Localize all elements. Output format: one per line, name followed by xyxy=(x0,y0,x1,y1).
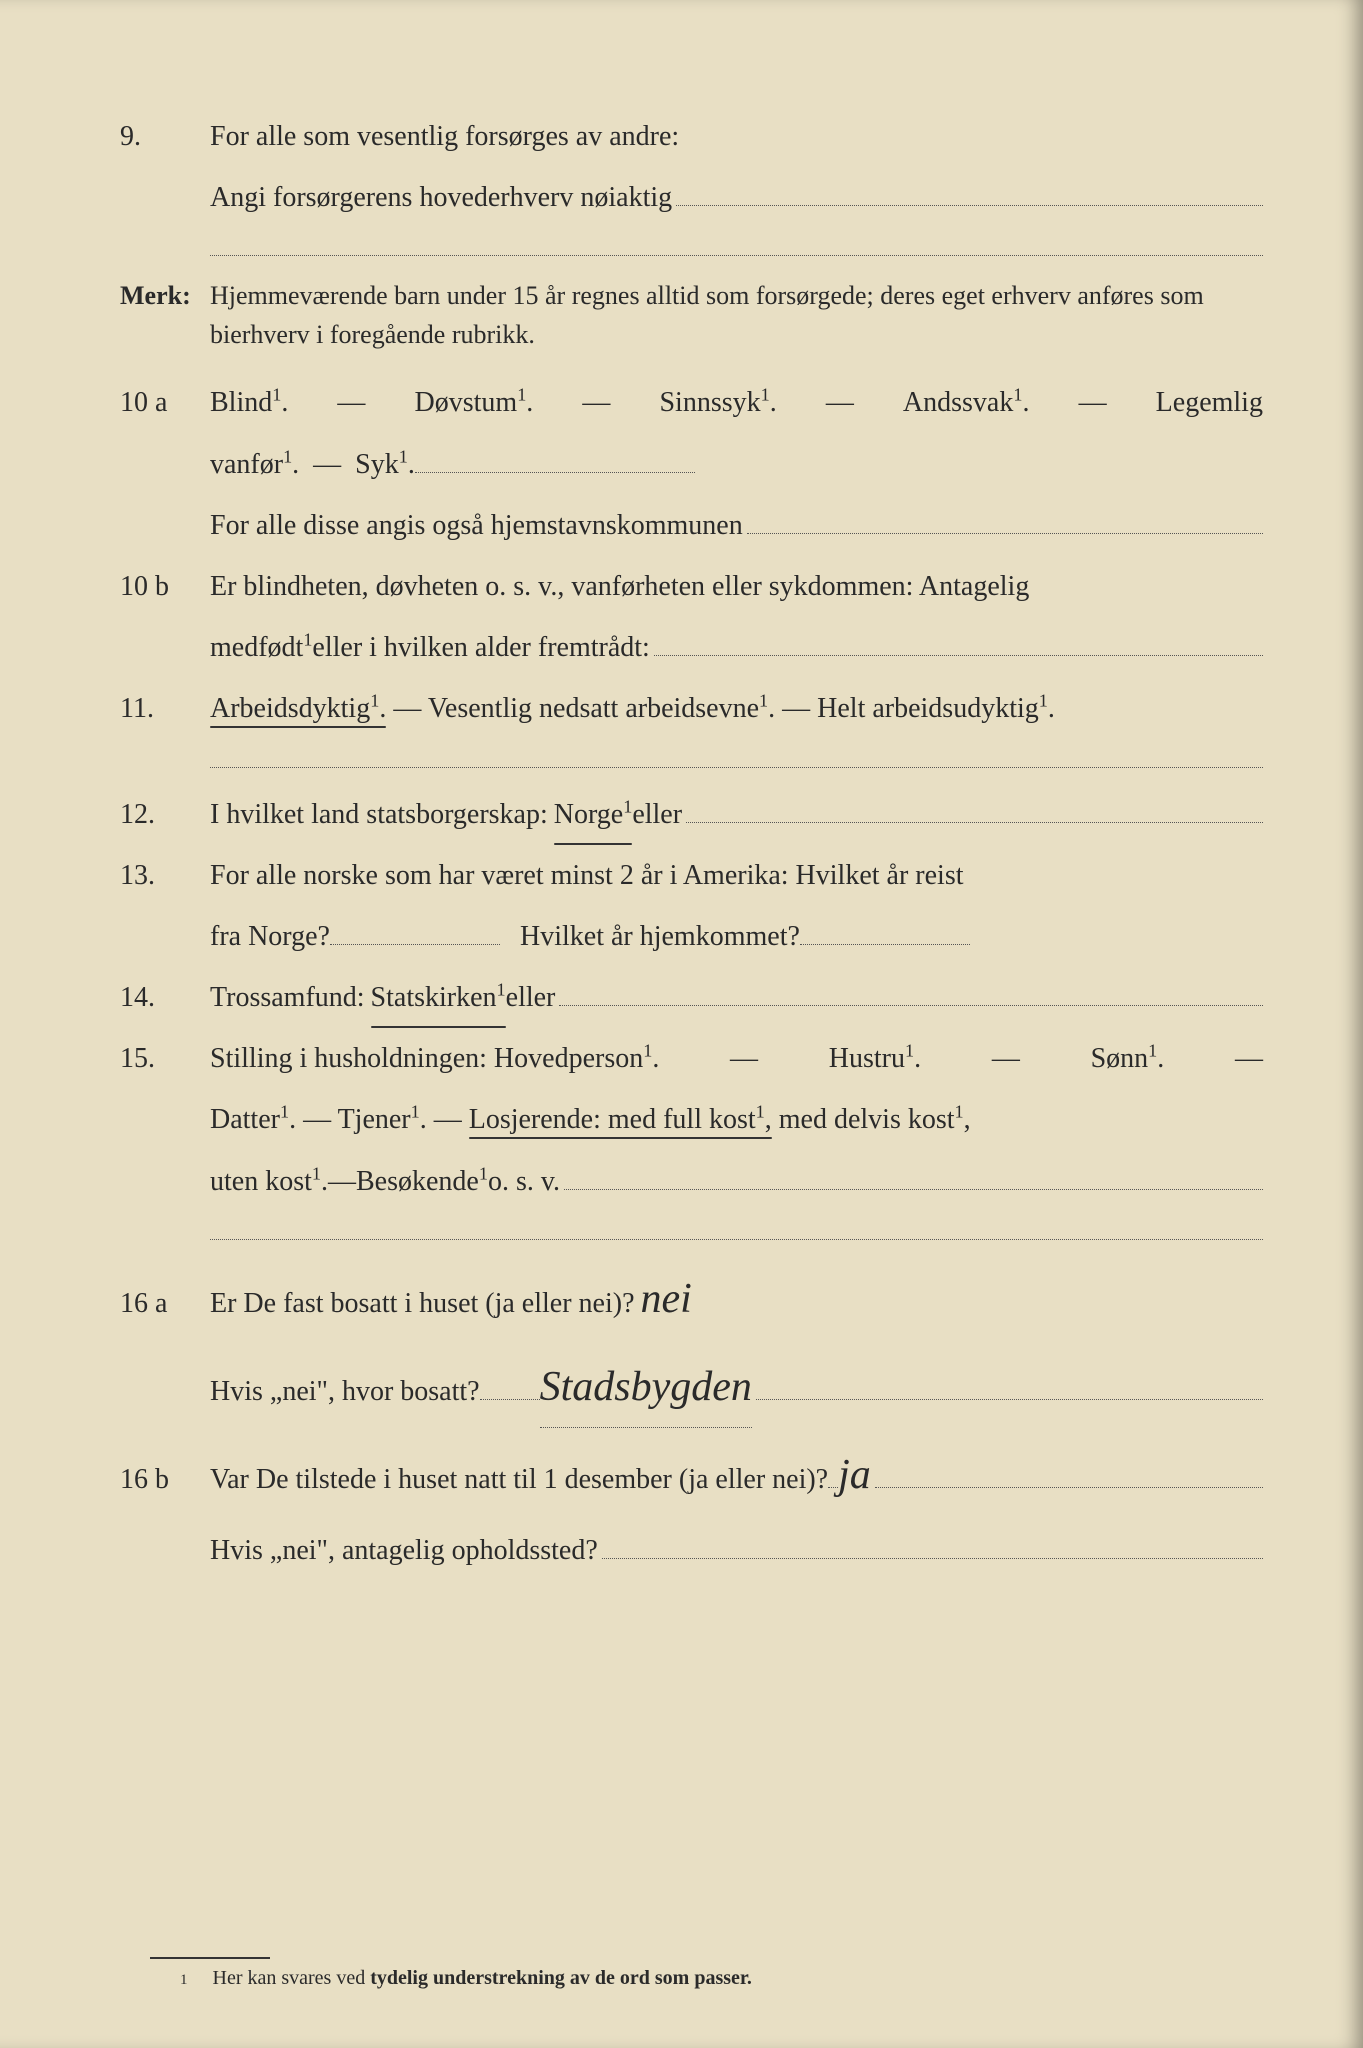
question-16a: 16 a Er De fast bosatt i huset (ja eller… xyxy=(120,1260,1263,1340)
question-15: 15. Stilling i husholdningen: Hovedperso… xyxy=(120,1032,1263,1085)
question-10b-line2: medfødt1 eller i hvilken alder fremtrådt… xyxy=(120,621,1263,674)
opt-syk: Syk1. xyxy=(355,438,415,491)
opt-sinnssyk: Sinnssyk1. xyxy=(659,376,776,429)
fill-line[interactable] xyxy=(564,1158,1263,1190)
footnote: 1 Her kan svares ved tydelig understrekn… xyxy=(180,1967,1263,1990)
fill-line[interactable] xyxy=(602,1527,1263,1559)
answer-16a-2: Stadsbygden xyxy=(540,1348,752,1429)
merk-text: Hjemmeværende barn under 15 år regnes al… xyxy=(210,276,1263,354)
opt-arbeidsdyktig-underlined: Arbeidsdyktig1. xyxy=(210,693,386,724)
opt-udyktig: Helt arbeidsudyktig1. xyxy=(817,693,1055,724)
question-number: 10 a xyxy=(120,376,210,429)
question-16b-line2: Hvis „nei", antagelig opholdssted? xyxy=(120,1524,1263,1577)
fill-line[interactable] xyxy=(330,913,500,945)
answer-16b-1: ja xyxy=(838,1436,871,1516)
question-14: 14. Trossamfund: Statskirken1 eller xyxy=(120,971,1263,1024)
question-16b: 16 b Var De tilstede i huset natt til 1 … xyxy=(120,1436,1263,1516)
footnote-text-b: tydelig understrekning av de ord som pas… xyxy=(370,1967,752,1989)
opt-losjerende-underlined: Losjerende: med full kost1, xyxy=(469,1104,772,1135)
q16a-q1: Er De fast bosatt i huset (ja eller nei)… xyxy=(210,1277,635,1330)
opt-besokende: Besøkende1 xyxy=(356,1155,488,1208)
question-9: 9. For alle som vesentlig forsørges av a… xyxy=(120,110,1263,163)
fill-line[interactable] xyxy=(756,1368,1263,1400)
question-10b: 10 b Er blindheten, døvheten o. s. v., v… xyxy=(120,560,1263,613)
question-9-line2: Angi forsørgerens hovederhverv nøiaktig xyxy=(120,171,1263,224)
fill-line[interactable] xyxy=(654,624,1263,656)
question-10a-line3: For alle disse angis også hjemstavnskomm… xyxy=(120,499,1263,552)
question-number: 15. xyxy=(120,1032,210,1085)
fill-line[interactable] xyxy=(415,441,695,473)
opt-dovstum: Døvstum1. xyxy=(415,376,534,429)
question-13-line2: fra Norge? Hvilket år hjemkommet? xyxy=(120,910,1263,963)
question-number: 14. xyxy=(120,971,210,1024)
fill-line[interactable] xyxy=(747,502,1263,534)
q13-line2b: Hvilket år hjemkommet? xyxy=(520,910,800,963)
q16b-q1: Var De tilstede i huset natt til 1 desem… xyxy=(210,1453,828,1506)
q13-line1: For alle norske som har været minst 2 år… xyxy=(210,849,1263,902)
fill-line[interactable] xyxy=(559,974,1263,1006)
opt-legemlig: Legemlig xyxy=(1156,376,1263,429)
question-16a-line2: Hvis „nei", hvor bosatt? Stadsbygden xyxy=(120,1348,1263,1429)
question-number: 12. xyxy=(120,788,210,841)
question-number: 11. xyxy=(120,682,210,735)
question-number: 9. xyxy=(120,110,210,163)
question-15-line2: Datter1. — Tjener1. — Losjerende: med fu… xyxy=(120,1093,1263,1146)
fill-line[interactable] xyxy=(800,913,970,945)
opt-tjener: Tjener1. xyxy=(338,1104,427,1135)
opt-hustru: Hustru1. xyxy=(829,1032,921,1085)
q9-line2: Angi forsørgerens hovederhverv nøiaktig xyxy=(210,171,672,224)
opt-nedsatt: Vesentlig nedsatt arbeidsevne1. xyxy=(428,693,775,724)
fill-line[interactable] xyxy=(686,791,1263,823)
opt-medfodt: medfødt1 xyxy=(210,621,312,674)
census-form-page: 9. For alle som vesentlig forsørges av a… xyxy=(0,0,1363,2048)
question-11: 11. Arbeidsdyktig1. — Vesentlig nedsatt … xyxy=(120,682,1263,735)
opt-datter: Datter1. xyxy=(210,1104,296,1135)
fill-line-full[interactable] xyxy=(210,766,1263,768)
merk-label: Merk: xyxy=(120,276,210,354)
q12-text: I hvilket land statsborgerskap: xyxy=(210,788,548,841)
question-number: 10 b xyxy=(120,560,210,613)
opt-delvis-kost: med delvis kost1, xyxy=(779,1104,971,1135)
opt-blind: Blind1. xyxy=(210,376,288,429)
opt-andssvak: Andssvak1. xyxy=(903,376,1030,429)
footnote-rule xyxy=(150,1957,270,1959)
fill-line[interactable] xyxy=(828,1457,838,1489)
q12-after: eller xyxy=(632,788,682,841)
q15-osv: o. s. v. xyxy=(488,1155,560,1208)
note-merk: Merk: Hjemmeværende barn under 15 år reg… xyxy=(120,276,1263,354)
fill-line-full[interactable] xyxy=(210,1238,1263,1240)
question-12: 12. I hvilket land statsborgerskap: Norg… xyxy=(120,788,1263,841)
question-number: 16 b xyxy=(120,1453,210,1506)
fill-line[interactable] xyxy=(875,1457,1263,1489)
q15-prefix: Stilling i husholdningen: Hovedperson1. xyxy=(210,1032,659,1085)
question-number: 13. xyxy=(120,849,210,902)
footnote-number: 1 xyxy=(180,1972,188,1988)
answer-16a-1: nei xyxy=(641,1260,692,1340)
opt-uten-kost: uten kost1. xyxy=(210,1155,328,1208)
q10a-line3: For alle disse angis også hjemstavnskomm… xyxy=(210,499,743,552)
opt-statskirken-underlined: Statskirken1 xyxy=(371,971,506,1024)
fill-line-full[interactable] xyxy=(210,254,1263,256)
q14-text: Trossamfund: xyxy=(210,971,365,1024)
opt-norge-underlined: Norge1 xyxy=(554,788,633,841)
question-13: 13. For alle norske som har været minst … xyxy=(120,849,1263,902)
q9-line1: For alle som vesentlig forsørges av andr… xyxy=(210,110,679,163)
fill-line[interactable] xyxy=(676,174,1263,206)
q10b-line2b: eller i hvilken alder fremtrådt: xyxy=(312,621,649,674)
question-15-line3: uten kost1. — Besøkende1 o. s. v. xyxy=(120,1155,1263,1208)
footnote-text-a: Her kan svares ved xyxy=(213,1967,371,1989)
question-number: 16 a xyxy=(120,1277,210,1330)
opt-sonn: Sønn1. xyxy=(1091,1032,1165,1085)
q14-after: eller xyxy=(506,971,556,1024)
q10b-line1: Er blindheten, døvheten o. s. v., vanfør… xyxy=(210,560,1263,613)
question-text: For alle som vesentlig forsørges av andr… xyxy=(210,110,1263,163)
q13-line2a: fra Norge? xyxy=(210,910,330,963)
question-10a-line2: vanfør1. — Syk1. xyxy=(120,438,1263,491)
q16a-q2: Hvis „nei", hvor bosatt? xyxy=(210,1365,480,1418)
fill-line[interactable] xyxy=(480,1368,540,1400)
q16b-q2: Hvis „nei", antagelig opholdssted? xyxy=(210,1524,598,1577)
opt-vanfor: vanfør1. xyxy=(210,438,299,491)
question-10a: 10 a Blind1. — Døvstum1. — Sinnssyk1. — … xyxy=(120,376,1263,429)
